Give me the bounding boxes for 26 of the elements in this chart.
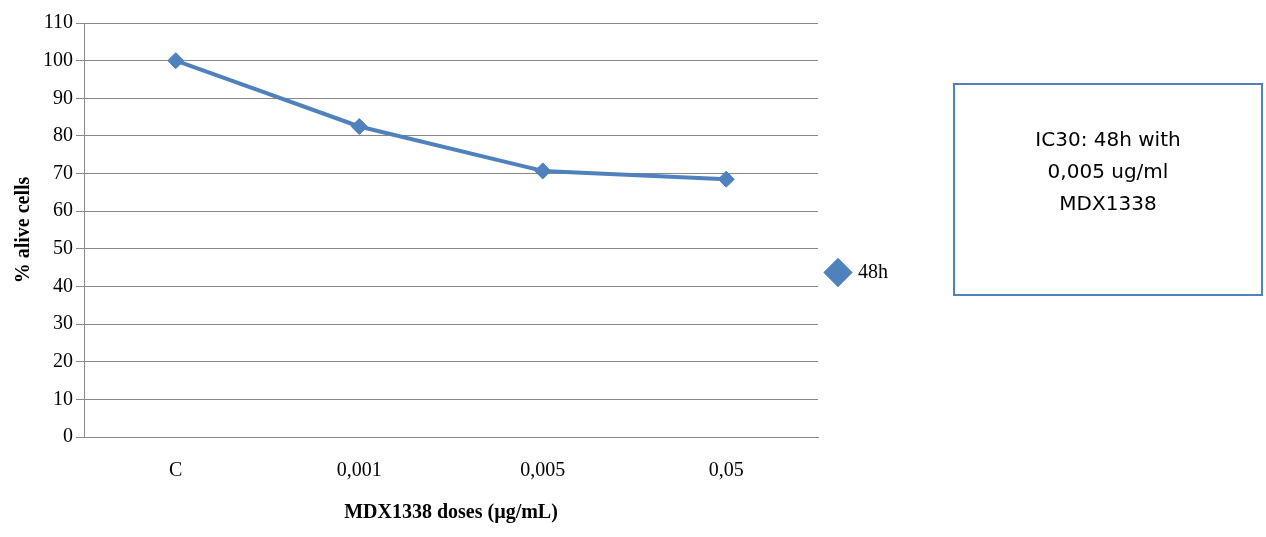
x-tick-label: C <box>169 458 183 481</box>
x-axis-title: MDX1338 doses (µg/mL) <box>344 500 558 524</box>
y-tick-label: 20 <box>53 348 73 371</box>
text: IC30: 48h with <box>1035 126 1181 153</box>
y-tick-label: 0 <box>63 424 73 447</box>
legend-label: 48h <box>858 259 888 282</box>
point <box>534 162 552 180</box>
y-tick-label: 40 <box>53 273 73 296</box>
y-tick-label: 50 <box>53 236 73 259</box>
point <box>167 52 185 70</box>
point <box>717 170 735 188</box>
y-tick-label: 80 <box>53 123 73 146</box>
y-tick-label: 10 <box>53 386 73 409</box>
y-tick-label: 70 <box>53 160 73 183</box>
y-tick-label: 90 <box>53 85 73 108</box>
y-tick-label: 60 <box>53 198 73 221</box>
point <box>350 118 368 135</box>
y-tick-label: 100 <box>43 47 73 70</box>
x-tick-label: 0,005 <box>520 458 566 481</box>
text: MDX1338 <box>1059 190 1157 217</box>
x-tick-label: 0,001 <box>336 458 382 481</box>
y-axis-title: % alive cells <box>11 176 34 284</box>
text: 0,005 ug/ml <box>1047 158 1169 185</box>
x-tick-label: 0,05 <box>708 458 744 481</box>
y-tick-label: 30 <box>53 311 73 334</box>
y-tick-label: 110 <box>43 10 73 33</box>
